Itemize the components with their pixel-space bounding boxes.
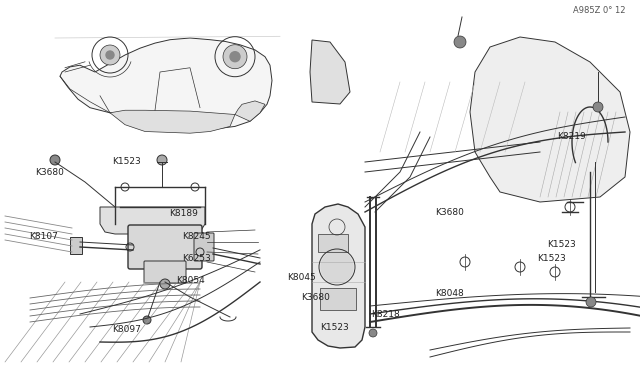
- Circle shape: [593, 102, 603, 112]
- Text: K8245: K8245: [182, 232, 211, 241]
- FancyBboxPatch shape: [144, 261, 186, 283]
- Text: K1523: K1523: [112, 157, 141, 166]
- Polygon shape: [110, 110, 235, 133]
- Text: K1523: K1523: [320, 323, 349, 332]
- Polygon shape: [470, 37, 630, 202]
- Polygon shape: [100, 207, 205, 234]
- Circle shape: [106, 51, 114, 59]
- Text: K3680: K3680: [301, 293, 330, 302]
- Text: K8218: K8218: [371, 310, 400, 319]
- Polygon shape: [312, 204, 365, 348]
- Text: K8054: K8054: [176, 276, 205, 285]
- Text: K8219: K8219: [557, 132, 586, 141]
- Polygon shape: [235, 101, 265, 121]
- Bar: [320, 288, 356, 310]
- FancyBboxPatch shape: [194, 233, 214, 261]
- Circle shape: [454, 36, 466, 48]
- Circle shape: [50, 155, 60, 165]
- Circle shape: [586, 297, 596, 307]
- Text: A985Z 0° 12: A985Z 0° 12: [573, 6, 625, 15]
- Circle shape: [157, 155, 167, 165]
- Circle shape: [321, 251, 353, 283]
- Polygon shape: [310, 40, 350, 104]
- Circle shape: [160, 279, 170, 289]
- Circle shape: [369, 329, 377, 337]
- Text: K8045: K8045: [287, 273, 316, 282]
- Text: K3680: K3680: [435, 208, 464, 217]
- Bar: [318, 234, 348, 252]
- Text: K1523: K1523: [538, 254, 566, 263]
- FancyBboxPatch shape: [128, 225, 202, 269]
- Circle shape: [100, 45, 120, 65]
- Circle shape: [143, 316, 151, 324]
- Circle shape: [223, 45, 247, 69]
- Text: K3680: K3680: [35, 169, 64, 177]
- Polygon shape: [70, 237, 82, 254]
- Text: K8107: K8107: [29, 232, 58, 241]
- Text: K8097: K8097: [112, 325, 141, 334]
- Text: K8189: K8189: [170, 209, 198, 218]
- Text: K6253: K6253: [182, 254, 211, 263]
- Text: K8048: K8048: [435, 289, 464, 298]
- Polygon shape: [60, 38, 272, 130]
- Text: K1523: K1523: [547, 240, 576, 249]
- Circle shape: [230, 52, 240, 62]
